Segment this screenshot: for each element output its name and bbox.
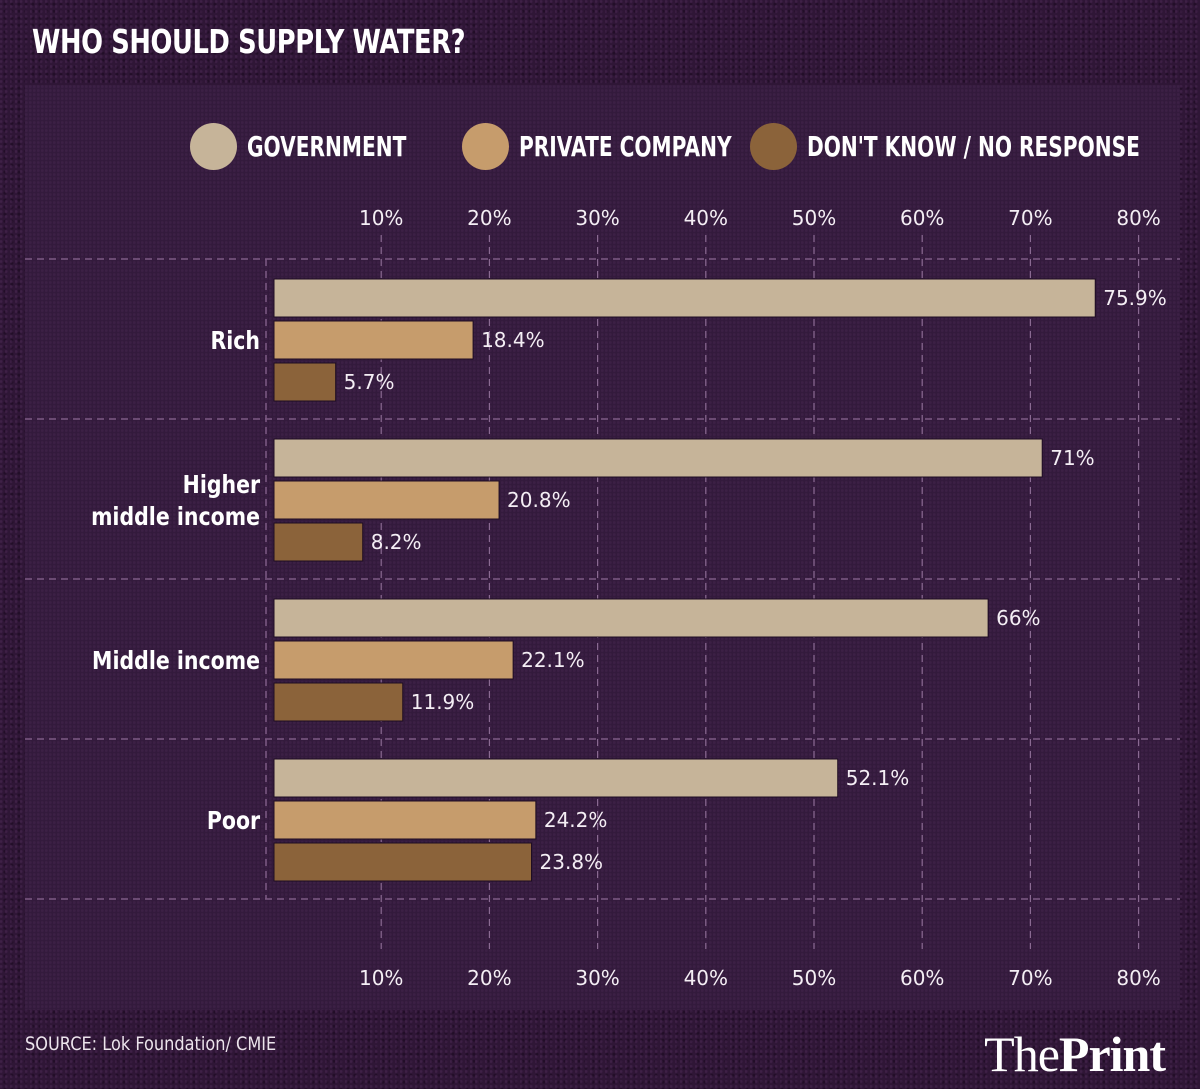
brand-the: The xyxy=(984,1026,1060,1082)
legend-label-dont-know: DON'T KNOW / NO RESPONSE xyxy=(807,130,1140,163)
brand-print: Print xyxy=(1058,1026,1166,1082)
bar-value-label: 23.8% xyxy=(540,850,604,874)
legend-label-government: GOVERNMENT xyxy=(247,130,407,163)
category-label: middle income xyxy=(91,503,260,531)
bar xyxy=(273,842,533,882)
bar xyxy=(273,682,404,722)
bar xyxy=(273,278,1096,318)
bar-value-label: 66% xyxy=(996,606,1040,630)
x-tick-label-bottom: 80% xyxy=(1116,966,1160,990)
bar-value-label: 8.2% xyxy=(371,530,422,554)
legend-label-private-company: PRIVATE COMPANY xyxy=(519,130,732,163)
legend-swatch-government xyxy=(190,123,237,170)
x-tick-label-bottom: 40% xyxy=(684,966,728,990)
x-tick-label-top: 60% xyxy=(900,206,944,230)
x-tick-label-top: 30% xyxy=(575,206,619,230)
x-tick-label-bottom: 10% xyxy=(359,966,403,990)
x-tick-label-bottom: 70% xyxy=(1008,966,1052,990)
bar-value-label: 5.7% xyxy=(344,370,395,394)
chart-title: WHO SHOULD SUPPLY WATER? xyxy=(32,22,466,61)
bar xyxy=(273,598,989,638)
bar xyxy=(273,320,474,360)
bar xyxy=(273,640,514,680)
x-tick-label-bottom: 50% xyxy=(792,966,836,990)
x-tick-label-bottom: 30% xyxy=(575,966,619,990)
bar xyxy=(273,362,337,402)
x-tick-label-top: 50% xyxy=(792,206,836,230)
brand-logo: ThePrint xyxy=(984,1025,1166,1083)
x-tick-label-bottom: 20% xyxy=(467,966,511,990)
bar-value-label: 18.4% xyxy=(481,328,545,352)
bar xyxy=(273,438,1043,478)
bar-value-label: 22.1% xyxy=(521,648,585,672)
category-label: Rich xyxy=(210,327,260,355)
bar-value-label: 52.1% xyxy=(846,766,910,790)
bar xyxy=(273,800,537,840)
legend: GOVERNMENT PRIVATE COMPANY DON'T KNOW / … xyxy=(0,123,1200,171)
category-label: Higher xyxy=(183,471,261,499)
legend-swatch-dont-know xyxy=(750,123,797,170)
bar-value-label: 20.8% xyxy=(507,488,571,512)
legend-item-government: GOVERNMENT xyxy=(190,123,468,170)
x-tick-label-top: 80% xyxy=(1116,206,1160,230)
category-label: Middle income xyxy=(92,647,260,675)
chart-panel xyxy=(25,85,1180,1010)
bar-value-label: 24.2% xyxy=(544,808,608,832)
source-note: SOURCE: Lok Foundation/ CMIE xyxy=(25,1033,277,1055)
bar xyxy=(273,522,364,562)
bar-value-label: 11.9% xyxy=(411,690,475,714)
x-tick-label-bottom: 60% xyxy=(900,966,944,990)
x-tick-label-top: 40% xyxy=(684,206,728,230)
x-tick-label-top: 10% xyxy=(359,206,403,230)
legend-swatch-private-company xyxy=(462,123,509,170)
legend-item-dont-know: DON'T KNOW / NO RESPONSE xyxy=(750,123,1200,170)
bar xyxy=(273,480,500,520)
x-tick-label-top: 70% xyxy=(1008,206,1052,230)
legend-item-private-company: PRIVATE COMPANY xyxy=(462,123,814,170)
category-label: Poor xyxy=(207,807,261,835)
x-tick-label-top: 20% xyxy=(467,206,511,230)
bar-value-label: 75.9% xyxy=(1103,286,1167,310)
bar-value-label: 71% xyxy=(1050,446,1094,470)
bar xyxy=(273,758,839,798)
